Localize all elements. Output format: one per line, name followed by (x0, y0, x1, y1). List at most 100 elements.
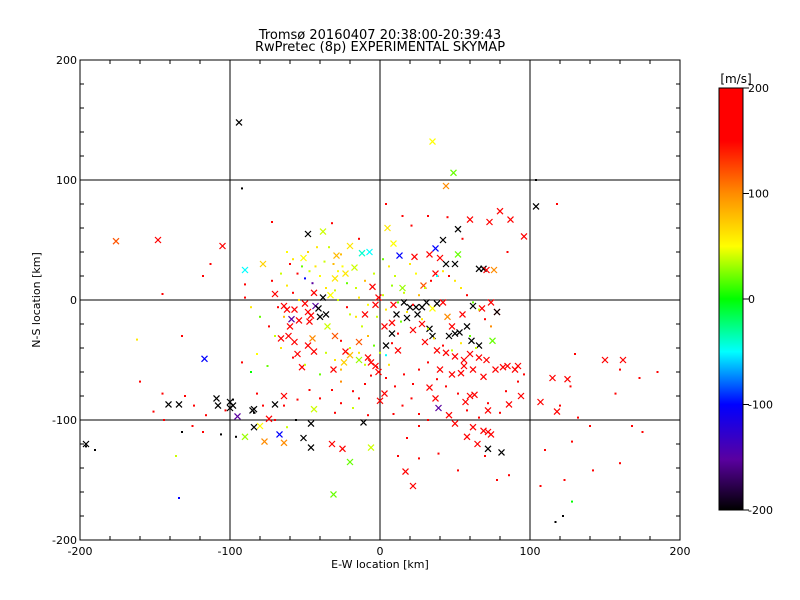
colorbar-gradient (718, 87, 744, 511)
data-point-x (553, 408, 561, 416)
data-point-dot (331, 389, 333, 391)
data-point-dot (163, 419, 165, 421)
data-point-dot (325, 351, 327, 354)
data-point-x (390, 301, 397, 309)
data-point-dot (277, 306, 279, 309)
data-point-dot (382, 258, 384, 261)
data-point-x (291, 306, 298, 314)
data-point-x (451, 352, 459, 360)
data-point-dot (562, 515, 564, 517)
data-point-x (82, 440, 90, 448)
data-point-x (433, 300, 441, 308)
data-point-dot (340, 253, 342, 256)
data-point-dot (461, 237, 464, 240)
data-point-x (340, 358, 348, 366)
data-point-dot (401, 215, 404, 217)
data-point-x (450, 169, 457, 177)
data-point-x (492, 366, 499, 374)
data-point-x (549, 374, 556, 382)
data-point-x (175, 400, 183, 408)
data-point-x (330, 366, 337, 374)
data-point-dot (418, 294, 420, 297)
data-point-dot (136, 338, 138, 341)
y-axis-label: N-S location [km] (30, 252, 43, 348)
data-point-x (423, 298, 430, 306)
data-point-x (511, 366, 519, 374)
data-point-dot (334, 359, 336, 361)
colorbar-label: [m/s] (720, 72, 751, 86)
data-point-dot (268, 325, 270, 328)
data-point-dot (472, 301, 474, 304)
data-point-dot (619, 462, 621, 465)
data-point-x (355, 338, 363, 346)
data-point-dot (442, 270, 444, 273)
x-tick-label: -200 (68, 545, 93, 558)
data-point-x (339, 445, 346, 453)
data-point-x (469, 366, 477, 374)
data-point-x (426, 384, 433, 392)
data-point-dot (427, 215, 429, 217)
data-point-x (504, 362, 511, 370)
data-point-dot (367, 414, 369, 417)
data-point-dot (181, 431, 183, 433)
data-point-x (333, 252, 340, 260)
data-point-x (436, 366, 444, 374)
data-point-x (499, 363, 507, 371)
data-point-x (307, 420, 315, 428)
data-point-x (364, 354, 372, 362)
data-point-dot (475, 347, 477, 349)
data-point-dot (332, 263, 335, 265)
colorbar-tick-label: -200 (748, 504, 773, 517)
data-point-dot (289, 263, 291, 265)
data-point-dot (469, 335, 471, 337)
data-point-dot (638, 377, 641, 379)
data-point-x (319, 294, 327, 302)
data-point-dot (412, 303, 414, 306)
data-point-dot (85, 445, 87, 448)
colorbar: [m/s] -200 -100 0 100 200 (718, 72, 773, 517)
data-point-x (442, 260, 450, 268)
data-point-dot (614, 392, 617, 395)
data-point-x (300, 254, 307, 262)
data-point-dot (385, 308, 387, 311)
data-point-x (331, 274, 339, 282)
data-point-x (460, 362, 468, 370)
data-point-dot (262, 404, 264, 407)
data-point-x (330, 490, 337, 498)
data-point-x (165, 400, 172, 408)
data-point-dot (619, 368, 621, 371)
chart-title: Tromsø 20160407 20:38:00-20:39:43 (258, 28, 501, 43)
data-point-x (463, 433, 471, 441)
data-point-dot (311, 282, 314, 285)
data-point-x (469, 302, 477, 310)
data-point-dot (478, 308, 480, 311)
data-point-dot (388, 265, 390, 268)
data-point-x (601, 356, 609, 364)
data-point-dot (379, 351, 381, 354)
data-point-x (250, 423, 258, 431)
data-point-x (294, 350, 301, 358)
data-point-dot (427, 327, 429, 330)
data-point-dot (296, 272, 299, 275)
data-point-x (309, 334, 316, 342)
data-point-dot (539, 485, 542, 487)
data-point-x (517, 392, 525, 400)
data-point-dot (314, 265, 317, 268)
data-point-dot (304, 363, 306, 366)
data-point-dot (358, 351, 360, 354)
data-point-x (372, 301, 379, 309)
x-tick-label: 0 (377, 545, 384, 558)
data-point-dot (224, 409, 227, 412)
data-point-x (375, 294, 382, 302)
data-point-x (445, 332, 453, 340)
data-point-dot (373, 344, 375, 347)
data-point-dot (340, 339, 342, 342)
data-point-dot (544, 449, 546, 451)
data-point-dot (296, 398, 299, 401)
data-point-dot (161, 392, 164, 395)
colorbar-tick-label: 0 (748, 293, 755, 306)
data-point-x (493, 308, 501, 316)
data-point-dot (292, 258, 294, 261)
data-point-x (468, 337, 475, 345)
data-point-x (322, 310, 330, 318)
